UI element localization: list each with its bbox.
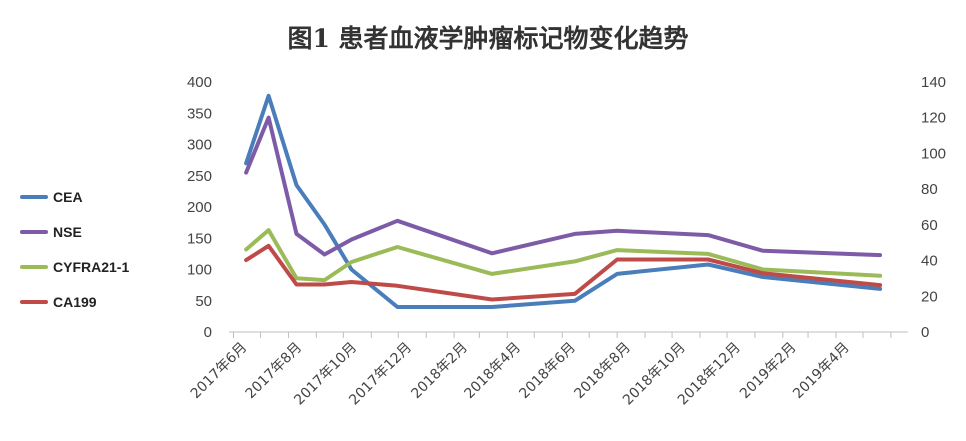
y-right-tick-label: 140 xyxy=(921,74,946,91)
series-line-ca199 xyxy=(244,243,883,302)
legend-label-ca199: CA199 xyxy=(53,294,97,310)
y-left-tick-label: 400 xyxy=(187,74,212,91)
x-tick-label: 2018年4月 xyxy=(461,340,524,403)
series-line-nse xyxy=(244,115,883,258)
y-right-tick-label: 100 xyxy=(921,145,946,162)
y-left-tick-label: 0 xyxy=(204,324,212,341)
y-right-tick-label: 20 xyxy=(921,288,938,305)
y-left-tick-label: 300 xyxy=(187,137,212,154)
y-right-tick-label: 0 xyxy=(921,324,929,341)
x-tick-label: 2019年4月 xyxy=(790,340,853,403)
chart-title: 图1 患者血液学肿瘤标记物变化趋势 xyxy=(287,24,688,53)
x-tick-label: 2018年6月 xyxy=(516,340,579,403)
chart-legend: CEA NSE CYFRA21-1 CA199 xyxy=(20,189,129,310)
y-left-tick-label: 350 xyxy=(187,105,212,122)
y-right-tick-label: 80 xyxy=(921,181,938,198)
y-left-tick-label: 100 xyxy=(187,262,212,279)
y-left-tick-label: 50 xyxy=(195,293,212,310)
chart-series-lines xyxy=(244,93,883,309)
legend-label-cea: CEA xyxy=(53,189,83,205)
series-line-cyfra21-1 xyxy=(244,228,883,283)
y-right-tick-label: 40 xyxy=(921,253,938,270)
y-left-tick-label: 150 xyxy=(187,230,212,247)
y-right-tick-label: 120 xyxy=(921,110,946,127)
chart-axes: 0 50 100 150 200 250 300 350 400 0 20 40 60 80 100 120 1… xyxy=(187,74,946,408)
legend-label-nse: NSE xyxy=(53,224,82,240)
x-tick-label: 2017年6月 xyxy=(188,340,251,403)
y-left-tick-label: 250 xyxy=(187,168,212,185)
series-line-cea xyxy=(244,93,883,309)
x-tick-label: 2018年2月 xyxy=(408,340,471,403)
y-left-tick-label: 200 xyxy=(187,199,212,216)
legend-label-cyfra21-1: CYFRA21-1 xyxy=(53,259,129,275)
x-tick-label: 2019年2月 xyxy=(737,340,800,403)
y-right-tick-label: 60 xyxy=(921,217,938,234)
